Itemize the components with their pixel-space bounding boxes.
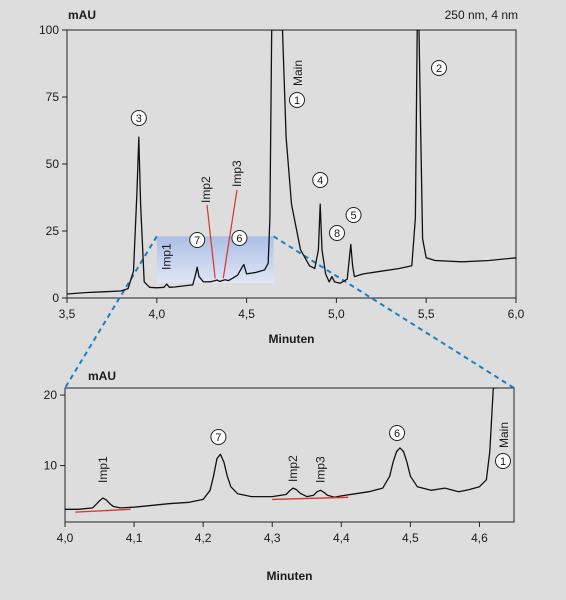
- peak-7-number: 7: [194, 235, 200, 247]
- peak-imp1-label: Imp1: [160, 243, 174, 270]
- bottom-plot-area: [64, 387, 515, 523]
- bottom-x-tick-label: 4,1: [126, 531, 143, 545]
- zoom-peak-6-marker: [389, 425, 406, 441]
- peak-6-number: 6: [236, 233, 242, 245]
- bottom-chromatogram-trace: [65, 388, 497, 510]
- wavelength-annotation: 250 nm, 4 nm: [445, 8, 518, 22]
- zoom-connector-right: [273, 235, 515, 389]
- bottom-x-tick-label: 4,6: [471, 531, 488, 545]
- peak-6-marker: [231, 230, 248, 246]
- top-x-tick-label: 4,0: [148, 307, 165, 321]
- bottom-x-axis-label: Minuten: [267, 569, 313, 583]
- peak-1-number: 1: [294, 95, 300, 107]
- peak-8-marker: [329, 225, 345, 241]
- top-x-tick-label: 5,0: [328, 307, 345, 321]
- bottom-y-tick-label: 10: [44, 459, 58, 473]
- bottom-y-tick-label: 20: [44, 388, 58, 402]
- bottom-x-tick-label: 4,5: [402, 531, 419, 545]
- top-x-tick-label: 4,5: [238, 307, 255, 321]
- bottom-y-axis-label: mAU: [88, 369, 116, 383]
- bottom-x-tick-label: 4,3: [264, 531, 281, 545]
- top-y-tick-label: 75: [46, 90, 60, 104]
- bottom-x-tick-label: 4,0: [57, 531, 74, 545]
- zoom-peak-1-marker: [495, 453, 511, 469]
- top-y-axis-label: mAU: [68, 8, 96, 22]
- zoom-peak-imp2-label: Imp2: [286, 455, 300, 482]
- top-y-tick-label: 25: [46, 224, 60, 238]
- peak-4-marker: [312, 172, 329, 188]
- integration-baseline: [75, 508, 131, 513]
- peak-1-marker: [289, 92, 305, 108]
- zoom-peak-imp1-label: Imp1: [96, 456, 110, 483]
- peak-4-number: 4: [317, 175, 323, 187]
- zoom-peak-imp3-label: Imp3: [314, 456, 328, 483]
- integration-baseline: [272, 496, 349, 501]
- zoom-peak-1-number: 1: [500, 456, 506, 468]
- top-x-axis-label: Minuten: [269, 332, 315, 346]
- zoom-connector-left: [64, 235, 158, 389]
- peak-3-number: 3: [136, 113, 142, 125]
- top-x-tick-label: 3,5: [59, 307, 76, 321]
- peak-5-marker: [345, 207, 362, 223]
- top-y-tick-label: 0: [52, 291, 59, 305]
- peak-2-marker: [431, 60, 447, 76]
- bottom-x-tick-label: 4,2: [195, 531, 212, 545]
- top-y-tick-label: 50: [46, 157, 60, 171]
- top-x-tick-label: 5,5: [418, 307, 435, 321]
- bottom-x-tick-label: 4,4: [333, 531, 350, 545]
- imp3-leader-line: [222, 189, 238, 279]
- peak-imp3-label: Imp3: [230, 160, 244, 187]
- peak-7-marker: [189, 232, 206, 248]
- peak-3-marker: [130, 110, 147, 126]
- peak-imp2-label: Imp2: [199, 176, 213, 203]
- zoom-peak-6-number: 6: [394, 428, 400, 440]
- peak-5-number: 5: [351, 210, 357, 222]
- imp2-leader-line: [206, 204, 216, 279]
- top-y-tick-label: 100: [39, 23, 59, 37]
- top-chromatogram-trace: [67, 30, 516, 295]
- zoom-peak-7-marker: [210, 429, 227, 445]
- top-x-tick-label: 6,0: [508, 307, 525, 321]
- peak-2-number: 2: [436, 63, 442, 75]
- peak-1-main-label: Main: [291, 60, 305, 86]
- peak-8-number: 8: [334, 228, 340, 240]
- zoom-peak-7-number: 7: [215, 432, 221, 444]
- zoom-peak-1-main-label: Main: [497, 422, 511, 448]
